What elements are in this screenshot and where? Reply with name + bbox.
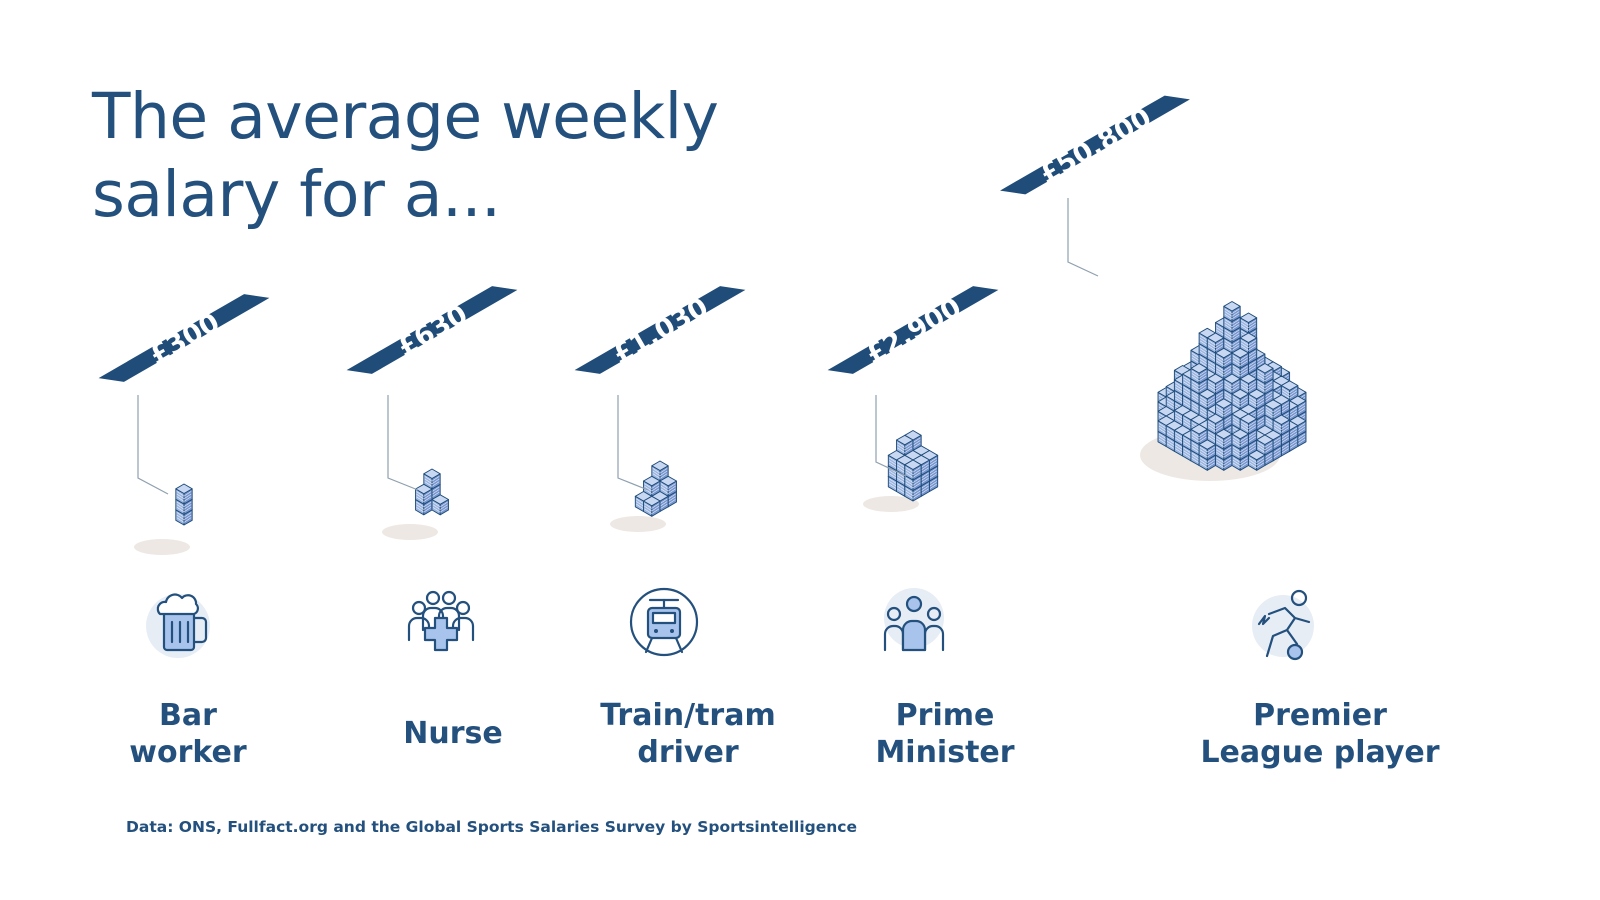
tag-background xyxy=(574,286,746,374)
nurse-group-icon xyxy=(407,590,475,652)
bar-beer-mug xyxy=(134,483,193,555)
icon-background xyxy=(1252,595,1314,657)
money-bundle xyxy=(175,483,193,505)
tag-background xyxy=(827,286,999,374)
job-label-line-2: Minister xyxy=(875,735,1015,770)
money-bundle xyxy=(1190,363,1208,384)
leader-line xyxy=(1067,198,1099,277)
tag-background xyxy=(98,294,270,382)
money-bundle xyxy=(1280,380,1299,402)
leader-line xyxy=(617,395,649,491)
icon-ring xyxy=(629,587,699,657)
money-bundle xyxy=(1256,434,1274,456)
shadow xyxy=(863,496,919,512)
job-label-line-1: Nurse xyxy=(403,716,503,751)
value-label: £50,800 xyxy=(1035,102,1157,190)
beer-mug-icon xyxy=(146,593,210,658)
money-bundle xyxy=(1206,373,1225,395)
job-label-bar-worker: Bar worker xyxy=(58,697,318,771)
bar-nurse-group xyxy=(382,468,449,540)
value-tag-prime-minister: £2,900 xyxy=(827,286,999,374)
value-label: £630 xyxy=(392,299,473,363)
job-label-line-1: Train/tram xyxy=(600,698,776,733)
value-label: £300 xyxy=(144,307,225,371)
money-bundle xyxy=(1198,439,1216,461)
job-label-line-2: League player xyxy=(1200,735,1440,770)
job-label-prime-minister: Prime Minister xyxy=(815,697,1075,771)
leader-line xyxy=(137,395,169,495)
value-tag-nurse: £630 xyxy=(346,286,518,374)
bar-train xyxy=(610,460,677,532)
tag-background xyxy=(1000,95,1190,195)
money-bundle xyxy=(1256,363,1274,384)
value-tag-premier-league-player: £50,800 xyxy=(1000,95,1190,195)
money-bundle xyxy=(1223,301,1241,322)
politician-group-icon xyxy=(883,588,945,652)
money-bundle xyxy=(1215,428,1233,450)
leader-line xyxy=(875,395,907,477)
job-label-line-2: driver xyxy=(637,735,739,770)
footballer-icon xyxy=(1252,589,1314,661)
shadow xyxy=(134,539,190,555)
value-label: £2,900 xyxy=(861,292,967,371)
job-label-premier-league-player: Premier League player xyxy=(1160,697,1480,771)
chart-title: The average weekly salary for a... xyxy=(92,78,719,234)
title-line-1: The average weekly xyxy=(92,80,719,153)
money-bundle xyxy=(904,459,922,481)
money-bundle xyxy=(1239,312,1258,334)
shadow xyxy=(382,524,438,540)
job-label-nurse: Nurse xyxy=(323,715,583,752)
money-bundle xyxy=(1248,449,1266,471)
job-label-line-2: worker xyxy=(129,735,247,770)
job-label-line-1: Premier xyxy=(1253,698,1387,733)
value-label: £1,030 xyxy=(608,292,714,371)
shadow xyxy=(610,516,666,532)
bar-footballer xyxy=(1140,301,1307,481)
money-bundle xyxy=(643,495,661,517)
money-bundle xyxy=(431,494,449,516)
job-label-line-1: Bar xyxy=(159,698,217,733)
job-label-line-1: Prime xyxy=(895,698,995,733)
title-line-2: salary for a... xyxy=(92,158,501,231)
money-bundle xyxy=(1231,428,1249,450)
money-bundle xyxy=(1231,347,1249,369)
money-bundle xyxy=(1215,347,1233,369)
leader-line xyxy=(387,395,419,491)
money-bundle xyxy=(1272,414,1291,436)
money-bundle xyxy=(415,483,433,505)
tag-background xyxy=(346,286,518,374)
job-label-train-driver: Train/tram driver xyxy=(558,697,818,771)
value-tag-train-driver: £1,030 xyxy=(574,286,746,374)
data-source-note: Data: ONS, Fullfact.org and the Global S… xyxy=(126,818,857,836)
money-bundle xyxy=(1231,388,1249,410)
value-tag-bar-worker: £300 xyxy=(98,294,270,382)
icon-background xyxy=(884,588,944,648)
train-icon xyxy=(629,587,699,657)
bar-politician-group xyxy=(863,430,939,512)
